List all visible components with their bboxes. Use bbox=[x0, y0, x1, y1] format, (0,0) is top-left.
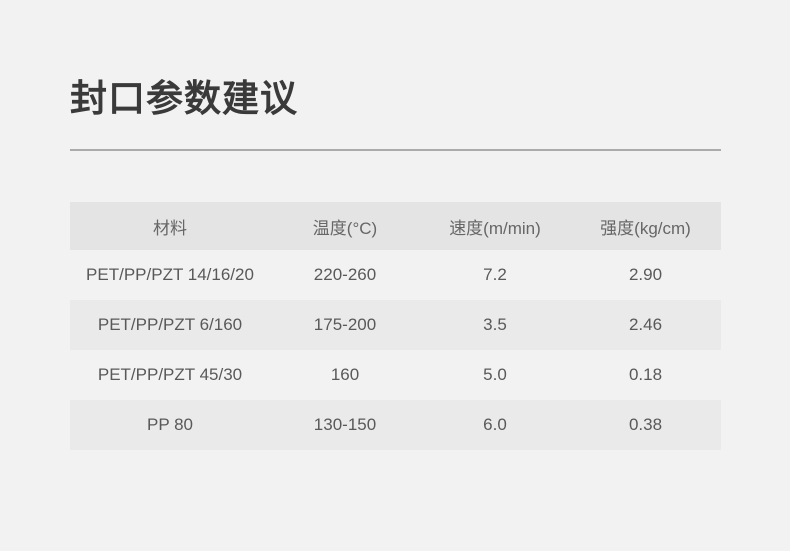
table-header-row: 材料 温度(°C) 速度(m/min) 强度(kg/cm) bbox=[70, 202, 721, 250]
table-row: PP 80 130-150 6.0 0.38 bbox=[70, 400, 721, 450]
column-header-strength: 强度(kg/cm) bbox=[600, 218, 691, 238]
table-cell-material: PP 80 bbox=[146, 415, 193, 434]
table-row: PET/PP/PZT 14/16/20 220-260 7.2 2.90 bbox=[70, 250, 721, 300]
table-cell-strength: 2.46 bbox=[628, 315, 663, 334]
table-cell-material: PET/PP/PZT 14/16/20 bbox=[86, 265, 254, 284]
table-cell-strength: 2.90 bbox=[628, 265, 663, 284]
table-cell-speed: 7.2 bbox=[483, 265, 507, 284]
title-divider bbox=[70, 149, 721, 151]
column-header-temperature: 温度(°C) bbox=[312, 218, 378, 238]
table-cell-temperature: 175-200 bbox=[313, 315, 377, 334]
table-cell-speed: 6.0 bbox=[483, 415, 507, 434]
table-row: PET/PP/PZT 6/160 175-200 3.5 2.46 bbox=[70, 300, 721, 350]
table-cell-strength: 0.18 bbox=[628, 365, 663, 384]
table-cell-material: PET/PP/PZT 45/30 bbox=[97, 365, 243, 384]
table-cell-temperature: 130-150 bbox=[313, 415, 377, 434]
table-cell-strength: 0.38 bbox=[628, 415, 663, 434]
page-title: 封口参数建议 bbox=[70, 78, 298, 119]
table-cell-temperature: 160 bbox=[330, 365, 360, 384]
table-cell-temperature: 220-260 bbox=[313, 265, 377, 284]
table-row: PET/PP/PZT 45/30 160 5.0 0.18 bbox=[70, 350, 721, 400]
parameters-table: 材料 温度(°C) 速度(m/min) 强度(kg/cm) PET/PP/PZT… bbox=[70, 202, 721, 450]
column-header-material: 材料 bbox=[153, 218, 187, 238]
table-cell-material: PET/PP/PZT 6/160 bbox=[97, 315, 243, 334]
column-header-speed: 速度(m/min) bbox=[449, 218, 541, 238]
table-cell-speed: 3.5 bbox=[483, 315, 507, 334]
table-cell-speed: 5.0 bbox=[483, 365, 507, 384]
